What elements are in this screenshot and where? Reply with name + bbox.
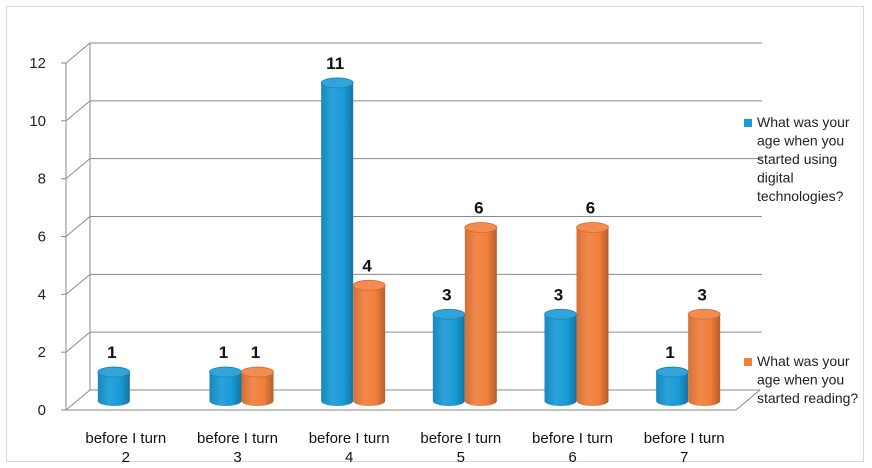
bar-top <box>432 308 466 320</box>
bar-s1-c3 <box>320 77 354 407</box>
legend-label-line: What was your <box>757 353 850 369</box>
bar-s2-c4 <box>464 222 498 407</box>
bar-body <box>432 314 465 407</box>
bar-body <box>97 372 130 406</box>
bar-s1-c4 <box>432 308 466 407</box>
bar-top <box>576 222 609 233</box>
bar-s1-c1 <box>97 366 131 406</box>
data-label-s2-c4: 6 <box>474 199 483 218</box>
bar-s2-c5 <box>576 222 609 407</box>
bar-body <box>209 372 242 407</box>
legend-swatch <box>744 119 752 127</box>
x-axis-categories: before I turn 2 before I turn 3 before I tur… <box>85 430 724 466</box>
data-label-s1-c4: 3 <box>442 285 451 304</box>
bar-top <box>655 366 689 378</box>
bar-body <box>321 82 354 407</box>
data-label-s2-c6: 3 <box>697 285 706 304</box>
y-tick-label: 10 <box>29 113 46 130</box>
data-label-s1-c1: 1 <box>107 343 116 362</box>
gridline-4 <box>65 273 762 295</box>
bar-s2-c6 <box>687 308 721 407</box>
bar-top <box>352 279 386 291</box>
legend-label-line: age when you <box>757 372 844 388</box>
chart-frame <box>6 6 864 462</box>
y-tick-label: 0 <box>38 402 46 419</box>
legend-swatch <box>744 358 752 366</box>
y-axis-ticks: 0 2 4 6 8 10 12 <box>29 55 46 419</box>
legend-entry-1: What was your age when you started using di… <box>744 114 850 204</box>
gridline-8 <box>65 158 762 180</box>
x-category-label: 4 <box>345 449 353 466</box>
gridline-6 <box>65 216 762 237</box>
bar-top <box>241 366 274 378</box>
gridlines <box>61 42 762 411</box>
x-category-label: before I turn <box>532 430 613 447</box>
legend: What was your age when you started using di… <box>744 114 858 406</box>
data-label-s1-c5: 3 <box>554 285 563 304</box>
x-category-label: 3 <box>233 449 241 466</box>
data-label-s2-c2: 1 <box>251 343 260 362</box>
legend-label-line: digital <box>757 170 794 186</box>
data-label-s1-c2: 1 <box>219 343 228 362</box>
y-tick-label: 12 <box>29 55 46 72</box>
data-label-s1-c6: 1 <box>665 343 674 362</box>
legend-label-line: started reading? <box>757 390 858 406</box>
x-category-label: before I turn <box>197 430 278 447</box>
x-category-label: before I turn <box>644 430 725 447</box>
bar-body <box>464 227 497 407</box>
legend-label-line: age when you <box>757 133 844 149</box>
bar-body <box>544 314 577 407</box>
floor-right-edge <box>735 389 761 411</box>
x-category-label: 5 <box>457 449 465 466</box>
y-tick-label: 4 <box>38 286 46 303</box>
x-category-label: before I turn <box>420 430 501 447</box>
chart-walls <box>65 43 761 411</box>
data-label-s1-c3: 11 <box>326 54 344 73</box>
x-category-label: 2 <box>122 449 130 466</box>
data-label-s2-c3: 4 <box>362 256 372 275</box>
bar-s2-c3 <box>352 279 386 407</box>
bar-top <box>97 366 131 378</box>
gridline-2 <box>65 331 762 353</box>
y-tick-label: 2 <box>38 344 46 361</box>
bar-top <box>320 77 354 89</box>
bar-s1-c5 <box>544 308 577 407</box>
bar-body <box>241 372 274 407</box>
bar-top <box>209 366 242 378</box>
x-category-label: before I turn <box>309 430 390 447</box>
y-tick-label: 8 <box>38 171 46 188</box>
gridline-10 <box>65 100 762 122</box>
legend-label-line: What was your <box>757 114 850 130</box>
bar-body <box>353 285 386 407</box>
bar-s1-c2 <box>209 366 242 407</box>
bar-body <box>688 314 721 407</box>
bar-top <box>544 308 577 320</box>
bar-top <box>687 308 721 320</box>
x-category-label: 7 <box>680 449 688 466</box>
data-label-s2-c5: 6 <box>586 199 595 218</box>
bar-body <box>656 372 689 407</box>
legend-entry-2: What was your age when you started reading… <box>744 353 858 406</box>
bar-s1-c6 <box>655 366 689 407</box>
legend-label-line: technologies? <box>757 188 844 204</box>
bar-s2-c2 <box>241 366 274 407</box>
x-category-label: 6 <box>568 449 576 466</box>
gridline-12 <box>65 42 762 64</box>
y-tick-label: 6 <box>38 229 46 246</box>
x-category-label: before I turn <box>85 430 166 447</box>
bar-body <box>576 227 609 407</box>
gridline-0 <box>65 389 760 411</box>
bar-top <box>464 222 498 233</box>
legend-label-line: started using <box>757 151 837 167</box>
bars <box>97 77 721 407</box>
